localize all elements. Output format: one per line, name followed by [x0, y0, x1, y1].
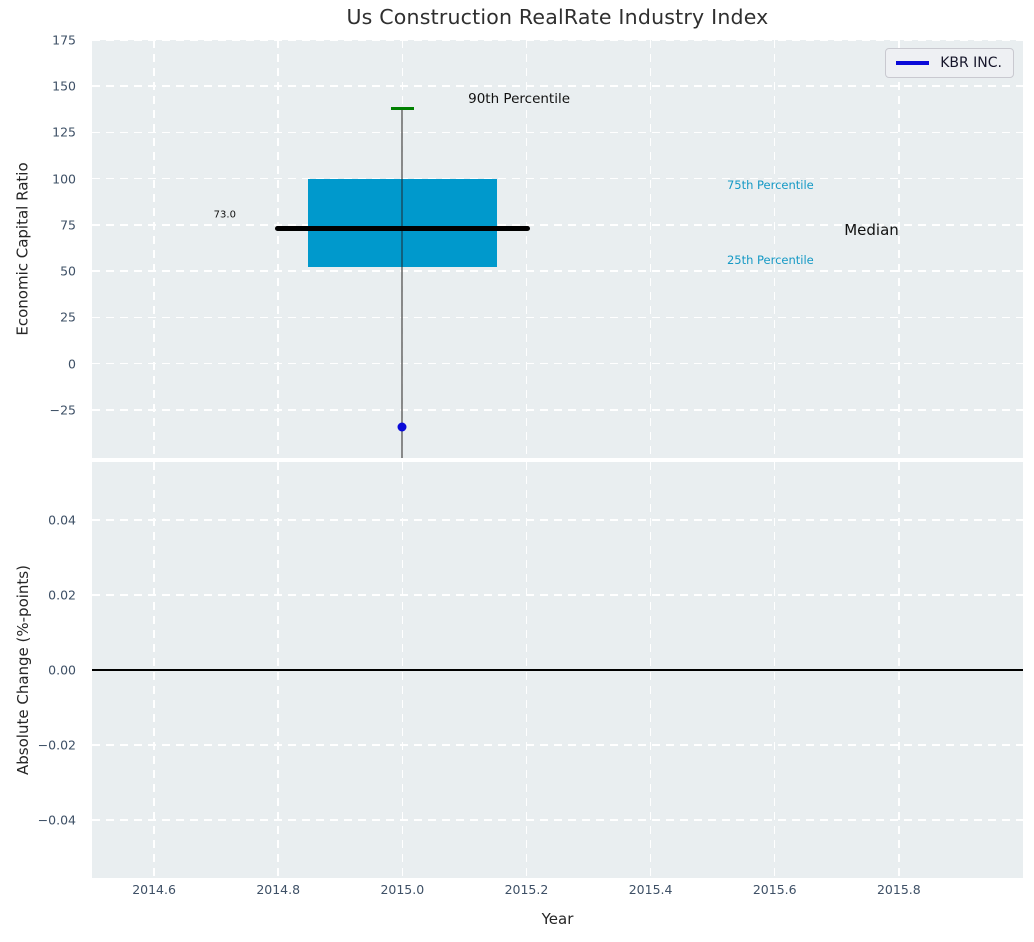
legend-label: KBR INC. — [940, 55, 1002, 71]
y-tick-label: −25 — [49, 402, 76, 418]
bottom-y-tick-column: 0.04 0.02 0.00 −0.02 −0.04 — [0, 462, 86, 878]
legend: KBR INC. — [885, 48, 1014, 78]
gridline-vertical — [525, 40, 528, 458]
y-tick-label: −0.02 — [37, 737, 76, 753]
gridline-horizontal — [92, 131, 1023, 134]
gridline-vertical — [773, 40, 776, 458]
y-tick-label: 50 — [60, 263, 76, 279]
annotation: Median — [844, 220, 899, 239]
y-tick-label: −0.04 — [37, 812, 76, 828]
top-axes: KBR INC. 73.0 90th Percentile 75th Percent… — [92, 40, 1023, 458]
median-line — [275, 226, 530, 232]
gridline-vertical — [898, 40, 900, 458]
gridline-horizontal — [92, 177, 1023, 180]
y-tick-label: 0.02 — [48, 587, 76, 603]
top-y-axis-label: Economic Capital Ratio — [14, 162, 33, 336]
y-tick-label: 0.04 — [48, 512, 76, 528]
annotation: 90th Percentile — [468, 91, 571, 108]
annotation: 25th Percentile — [726, 253, 814, 268]
chart-title: Us Construction RealRate Industry Index — [346, 5, 769, 29]
gridline-horizontal — [92, 362, 1023, 365]
whisker-line — [401, 108, 404, 458]
bottom-axes — [92, 462, 1023, 878]
annotation: 75th Percentile — [726, 178, 814, 193]
upper-cap-90th — [391, 106, 414, 110]
y-tick-label: 125 — [52, 124, 76, 140]
x-tick-label: 2015.0 — [380, 882, 425, 897]
gridline-horizontal — [92, 224, 1023, 226]
gridline-horizontal — [92, 316, 1023, 319]
x-tick-label: 2015.8 — [876, 882, 921, 897]
gridline-vertical — [153, 40, 155, 458]
legend-line-swatch — [896, 61, 930, 65]
y-tick-label: 75 — [60, 217, 76, 233]
y-tick-label: 0.00 — [48, 662, 76, 678]
x-tick-row: 2014.6 2014.8 2015.0 2015.2 2015.4 2015.6 2015… — [92, 882, 1023, 902]
x-tick-label: 2015.4 — [628, 882, 673, 897]
zero-reference-line — [92, 669, 1023, 671]
y-tick-label: 25 — [60, 309, 76, 325]
annotation: 73.0 — [213, 209, 236, 221]
x-tick-label: 2014.8 — [256, 882, 301, 897]
gridline-horizontal — [92, 819, 1023, 821]
x-axis-label: Year — [541, 910, 574, 928]
gridline-horizontal — [92, 270, 1023, 272]
gridline-horizontal — [92, 519, 1023, 521]
gridline-horizontal — [92, 40, 1023, 41]
gridline-vertical — [277, 40, 279, 458]
bottom-y-axis-label: Absolute Change (%-points) — [14, 565, 32, 775]
gridline-horizontal — [92, 744, 1023, 746]
y-tick-label: 100 — [52, 171, 76, 187]
gridline-horizontal — [92, 85, 1023, 87]
gridline-horizontal — [92, 594, 1023, 596]
x-tick-label: 2014.6 — [132, 882, 176, 897]
top-y-tick-column: 175 150 125 100 75 50 25 0 −25 — [0, 33, 86, 458]
y-tick-label: 0 — [68, 356, 76, 372]
y-tick-label: 175 — [52, 32, 76, 48]
y-tick-label: 150 — [52, 78, 76, 94]
x-tick-label: 2015.6 — [752, 882, 797, 897]
gridline-vertical — [649, 40, 652, 458]
whisker-line-overlay — [401, 178, 404, 268]
x-tick-label: 2015.2 — [504, 882, 549, 897]
kbr-data-point — [397, 422, 407, 432]
gridline-horizontal — [92, 409, 1023, 411]
